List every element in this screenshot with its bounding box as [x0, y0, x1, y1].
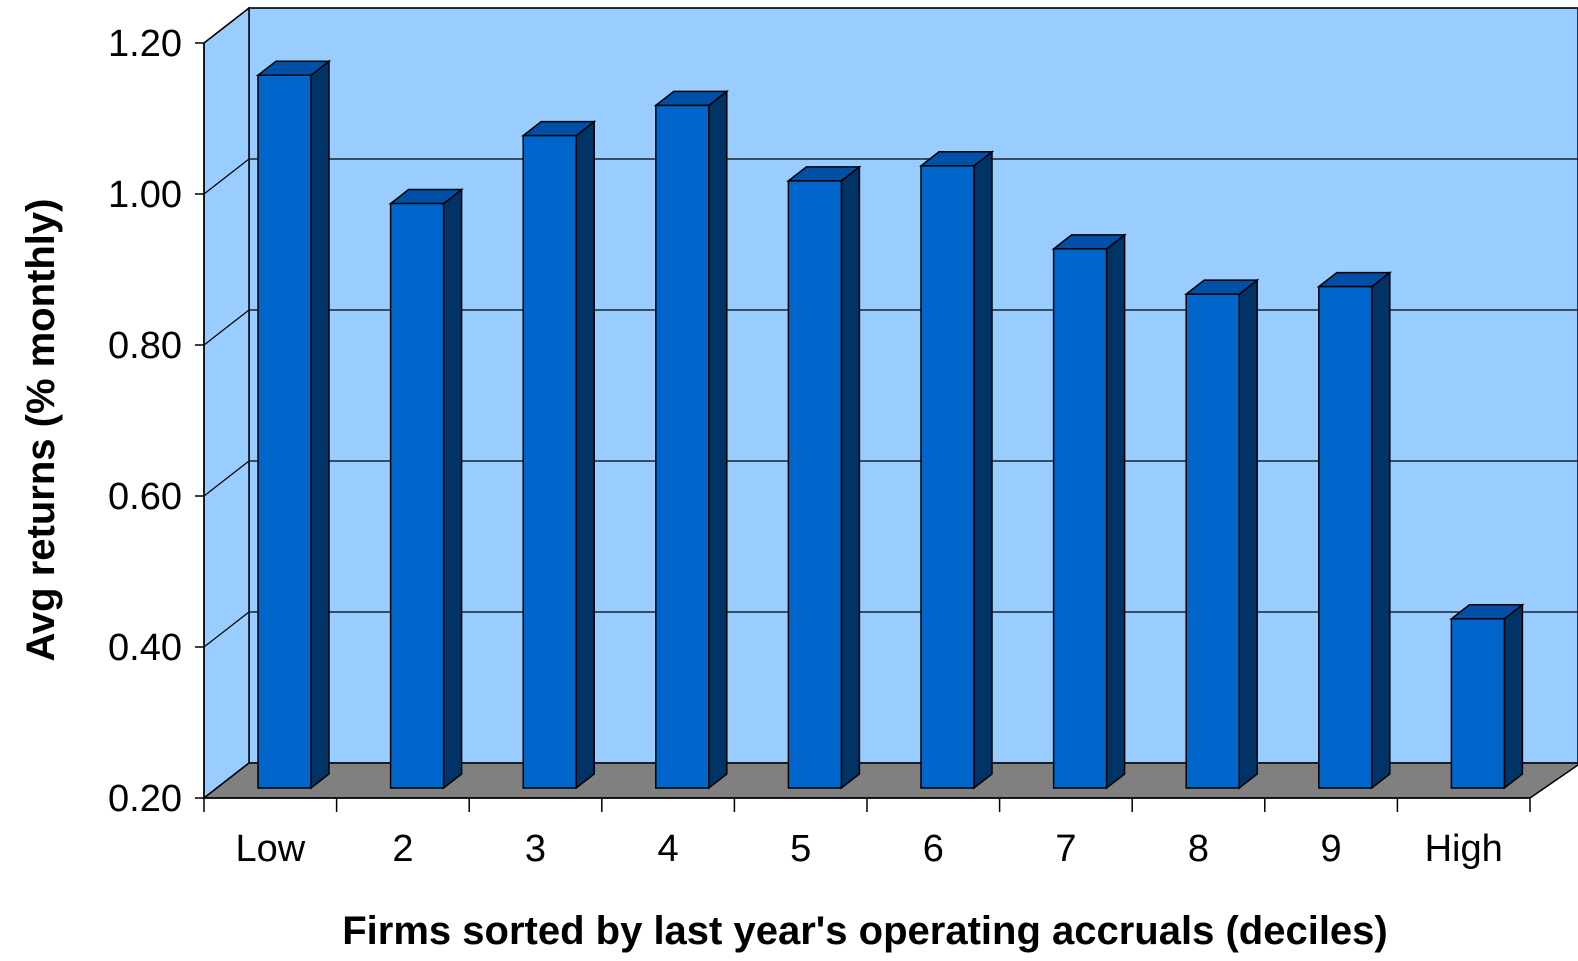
- bar-side: [1503, 603, 1524, 790]
- x-tick-label: 9: [1321, 828, 1342, 870]
- x-tick-label: Low: [235, 828, 305, 870]
- y-tick-label: 0.80: [108, 325, 182, 367]
- bar-front: [920, 165, 975, 789]
- bar-front: [522, 134, 577, 789]
- axes: [195, 42, 1531, 812]
- x-tick-label: 2: [392, 828, 413, 870]
- bar: [1184, 278, 1260, 790]
- bar: [653, 89, 729, 790]
- gridline: [203, 158, 1578, 195]
- bar-front: [1185, 293, 1240, 789]
- bar-side: [310, 59, 330, 790]
- bar: [521, 120, 597, 790]
- bar-front: [257, 74, 312, 789]
- gridline: [203, 7, 1578, 44]
- gridline: [203, 460, 1578, 497]
- bar-side: [442, 188, 463, 790]
- side-wall: [203, 6, 250, 800]
- y-tick-label: 0.20: [108, 778, 182, 820]
- bar-front: [389, 202, 445, 789]
- bar-front: [655, 104, 710, 789]
- bar: [786, 165, 862, 790]
- bars: [255, 59, 1525, 790]
- bar-side: [1105, 233, 1126, 790]
- y-tick-label: 0.60: [108, 476, 182, 518]
- y-tick-label: 1.20: [108, 23, 182, 65]
- bar: [1449, 603, 1525, 790]
- gridlines: [203, 7, 1578, 648]
- gridline: [203, 611, 1578, 648]
- x-tick-label: High: [1425, 828, 1503, 870]
- bar-front: [1052, 248, 1108, 789]
- bar-front: [1318, 285, 1373, 789]
- bar-side: [1371, 271, 1391, 790]
- bar-side: [708, 89, 728, 790]
- bar-side: [973, 150, 993, 790]
- x-tick-labels: Low 2 3 4 5 6 7 8 9 High: [235, 828, 1502, 870]
- bar-front: [1450, 618, 1506, 789]
- x-axis-title: Firms sorted by last year's operating ac…: [342, 909, 1388, 953]
- y-tick-label: 1.00: [108, 174, 182, 216]
- x-tick-label: 5: [790, 828, 811, 870]
- y-tick-labels: 0.20 0.40 0.60 0.80 1.00 1.20: [108, 23, 182, 820]
- x-tick-label: 3: [525, 828, 546, 870]
- bar: [918, 150, 995, 790]
- bar: [388, 188, 464, 790]
- y-tick-label: 0.40: [108, 627, 182, 669]
- bar: [1316, 271, 1392, 790]
- bar-side: [1238, 278, 1258, 790]
- bar: [255, 59, 332, 790]
- bar-front: [787, 180, 843, 789]
- y-axis-title: Avg returns (% monthly): [19, 199, 63, 662]
- gridline: [203, 309, 1578, 346]
- x-tick-label: 7: [1055, 828, 1076, 870]
- bar-side: [840, 165, 861, 790]
- bar: [1051, 233, 1127, 790]
- bar-side: [575, 120, 595, 790]
- x-tick-label: 8: [1188, 828, 1209, 870]
- x-tick-label: 6: [923, 828, 944, 870]
- x-tick-label: 4: [658, 828, 679, 870]
